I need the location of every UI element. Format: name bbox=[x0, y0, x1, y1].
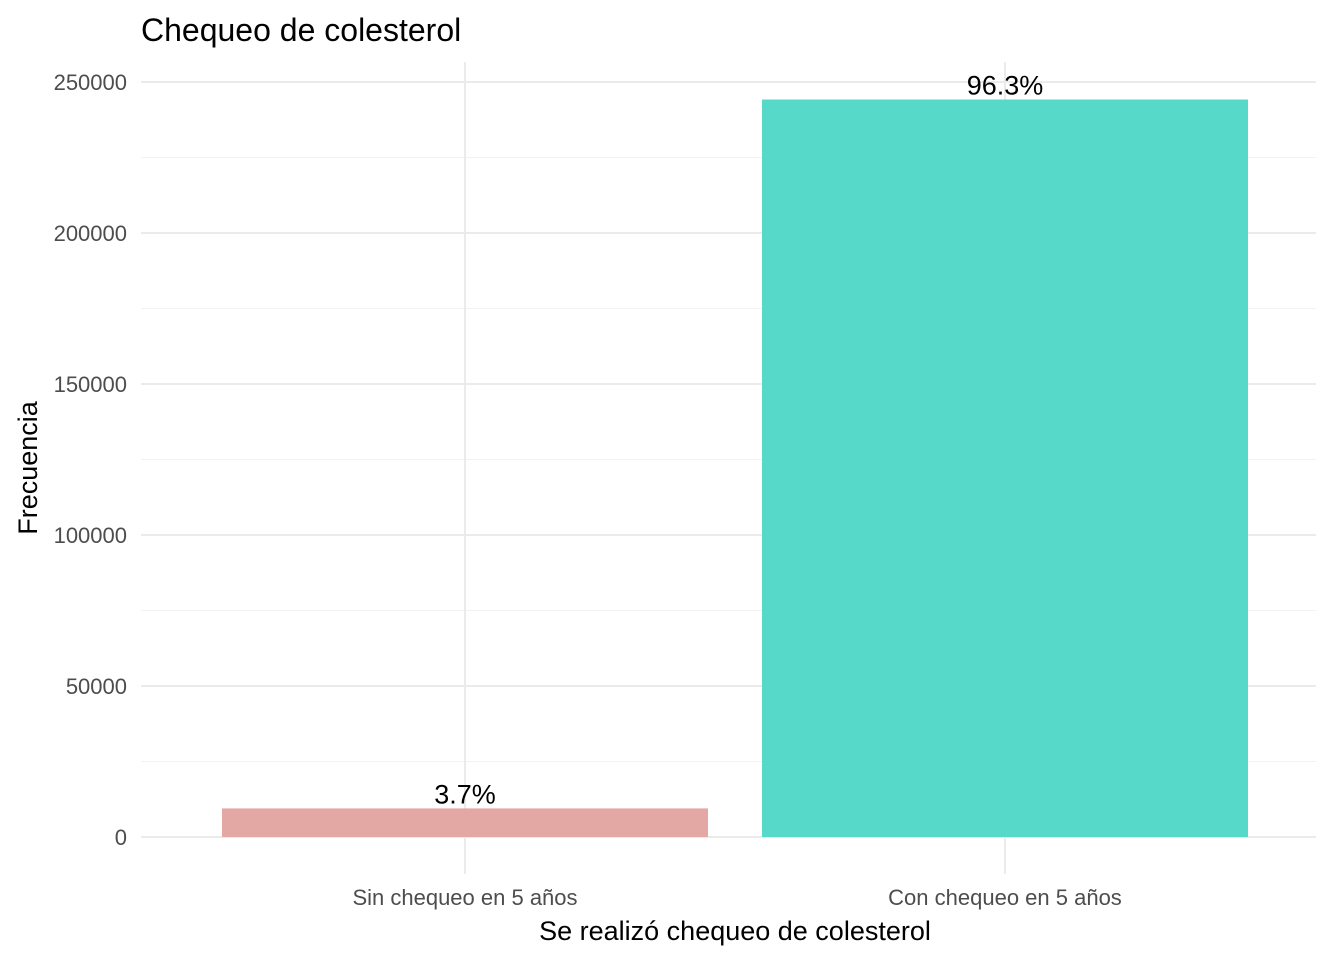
bar-1 bbox=[222, 808, 708, 837]
y-tick-label: 150000 bbox=[54, 372, 127, 397]
data-labels-group: 3.7% 96.3% bbox=[434, 70, 1043, 809]
y-tick-label: 0 bbox=[115, 825, 127, 850]
x-tick-label: Sin chequeo en 5 años bbox=[352, 885, 577, 910]
y-axis-title: Frecuencia bbox=[13, 400, 43, 535]
y-tick-label: 200000 bbox=[54, 221, 127, 246]
x-axis-ticks: Sin chequeo en 5 años Con chequeo en 5 añ… bbox=[352, 885, 1121, 910]
bar-2 bbox=[762, 99, 1248, 838]
y-tick-label: 50000 bbox=[66, 674, 127, 699]
data-label-1: 3.7% bbox=[434, 779, 496, 809]
bars-group bbox=[222, 99, 1248, 838]
y-tick-label: 100000 bbox=[54, 523, 127, 548]
data-label-2: 96.3% bbox=[967, 70, 1044, 100]
y-tick-label: 250000 bbox=[54, 70, 127, 95]
x-axis-title: Se realizó chequeo de colesterol bbox=[539, 916, 931, 946]
y-axis-ticks: 0 50000 100000 150000 200000 250000 bbox=[54, 70, 127, 850]
chart-title: Chequeo de colesterol bbox=[141, 12, 461, 48]
x-tick-label: Con chequeo en 5 años bbox=[888, 885, 1122, 910]
